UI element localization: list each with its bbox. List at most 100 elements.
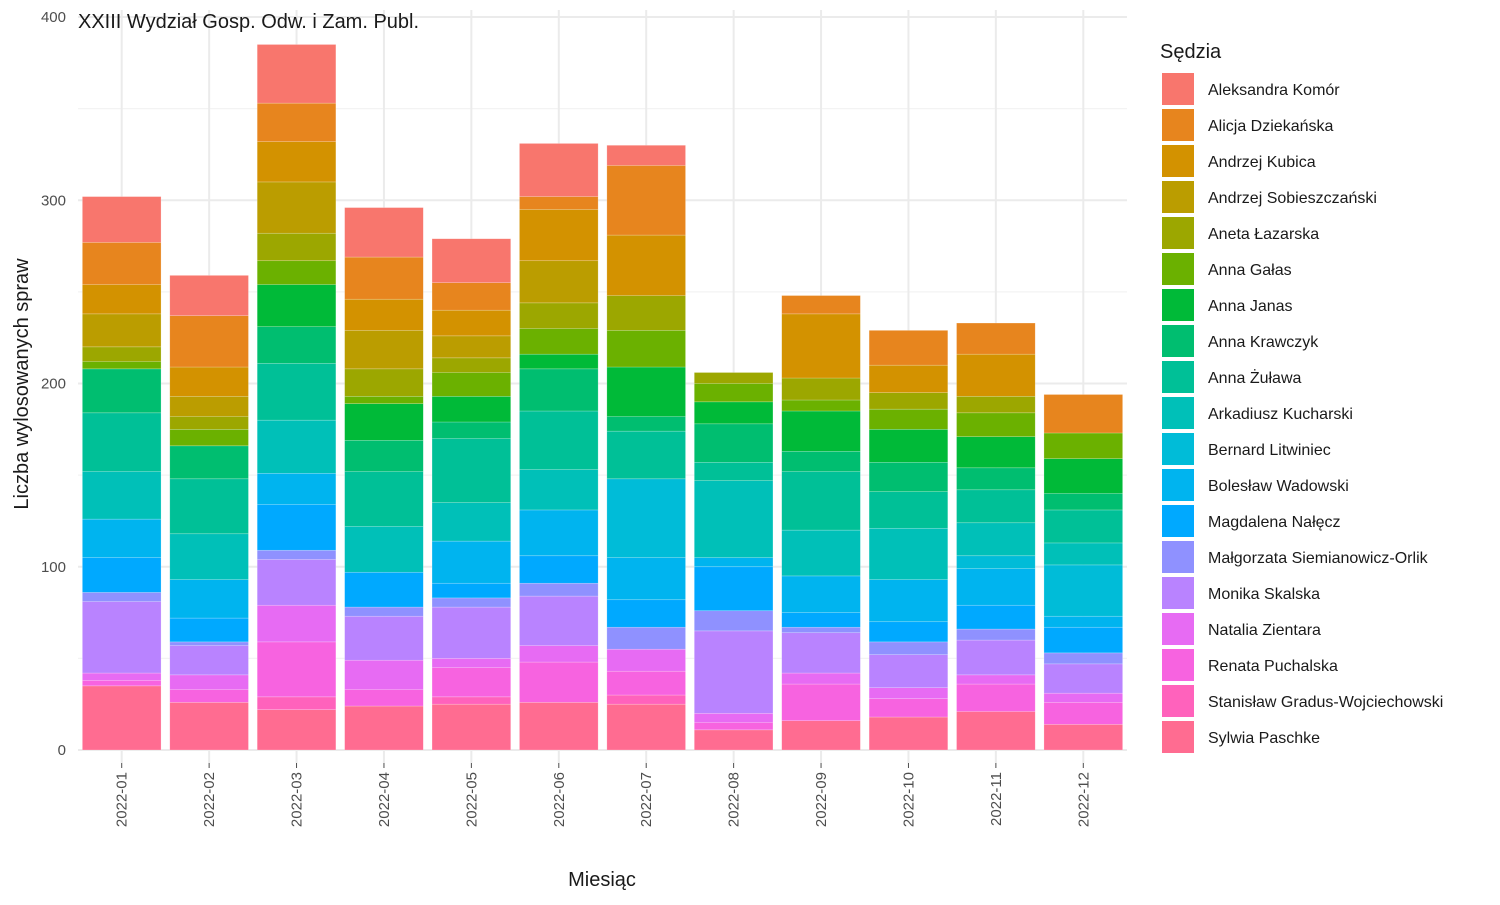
bar-segment (256, 549, 337, 560)
bar-segment (169, 617, 249, 643)
bar-segment (82, 196, 162, 243)
bar-segment (781, 295, 861, 315)
bar-segment (693, 729, 774, 751)
bar-segment (519, 645, 599, 663)
bar-segment (1043, 692, 1123, 703)
bar-segment (169, 416, 249, 430)
bar-segment (956, 522, 1036, 557)
bar-segment (868, 579, 949, 623)
legend: Sędzia Aleksandra Komór Alicja Dziekańska… (1160, 41, 1443, 753)
bar-segment (781, 377, 861, 401)
bar-segment (256, 102, 337, 142)
x-tick-label: 2022-05 (463, 772, 480, 827)
legend-key (1162, 109, 1194, 141)
legend-key (1162, 361, 1194, 393)
bar-segment (1043, 724, 1123, 751)
bar-segment (169, 366, 249, 397)
y-tick-label: 200 (41, 376, 66, 393)
bar-segment (169, 429, 249, 447)
bar-segment (82, 471, 162, 520)
bar-segment (956, 436, 1036, 469)
bar-segment (169, 579, 249, 619)
bar-segment (606, 478, 686, 558)
bar-segment (344, 298, 424, 331)
x-tick-label: 2022-01 (114, 772, 131, 827)
bar-segment (519, 410, 599, 470)
bar-segment (519, 555, 599, 584)
bar-segment (956, 467, 1036, 491)
bar-segment (781, 612, 861, 628)
bar-segment (519, 661, 599, 703)
bar-segment (1043, 509, 1123, 544)
bar-segment (781, 471, 861, 531)
bar-segment (781, 410, 861, 452)
bar-segment (519, 353, 599, 370)
bar-segment (1043, 458, 1123, 494)
bar-segment (431, 696, 512, 705)
bar-segment (256, 363, 337, 421)
legend-label: Natalia Zientara (1208, 622, 1321, 639)
legend-key (1162, 541, 1194, 573)
bar-segment (431, 703, 512, 751)
bar-segment (256, 141, 337, 183)
bar-segment (606, 144, 686, 166)
bar-segment (956, 604, 1036, 630)
bar-segment (82, 346, 162, 362)
bar-segment (606, 416, 686, 432)
bar-segment (693, 423, 774, 463)
bar-segment (606, 670, 686, 696)
bar-segment (169, 445, 249, 480)
bar-segment (781, 529, 861, 577)
bar-segment (169, 674, 249, 690)
bar-segment (431, 309, 512, 337)
bar-segment (781, 451, 861, 472)
bar-segment (519, 143, 599, 197)
bar-segment (431, 335, 512, 359)
legend-key (1162, 145, 1194, 177)
bar-segment (344, 396, 424, 404)
x-axis-label: Miesiąc (568, 869, 636, 891)
legend-label: Andrzej Kubica (1208, 154, 1316, 171)
bar-segment (256, 284, 337, 327)
bar-segment (519, 209, 599, 262)
bar-segment (606, 430, 686, 480)
bar-segment (169, 645, 249, 676)
bar-segment (868, 527, 949, 580)
bar-segment (606, 648, 686, 672)
bar-segment (1043, 615, 1123, 628)
bar-segment (519, 469, 599, 511)
bar-segment (693, 480, 774, 558)
bar-segment (519, 368, 599, 412)
bar-segment (431, 238, 512, 284)
bar-segment (256, 709, 337, 751)
bar-segment (868, 429, 949, 463)
legend-key (1162, 325, 1194, 357)
bar-segment (606, 165, 686, 236)
bar-segment (1043, 394, 1123, 434)
bar-segment (431, 667, 512, 698)
bar-segment (256, 44, 337, 104)
x-tick-label: 2022-11 (988, 772, 1005, 826)
legend-key (1162, 289, 1194, 321)
legend-label: Andrzej Sobieszczański (1208, 190, 1377, 207)
bar-segment (606, 626, 686, 650)
legend-key (1162, 721, 1194, 753)
bar-segment (344, 471, 424, 527)
bar-segment (431, 421, 512, 439)
bar-segment (431, 502, 512, 542)
bar-segment (693, 630, 774, 714)
legend-label: Anna Żuława (1208, 368, 1301, 387)
bar-segment (693, 610, 774, 632)
x-tick-label: 2022-07 (638, 772, 655, 827)
bar-segment (1043, 626, 1123, 654)
bar-segment (169, 689, 249, 703)
bar-segment (1043, 493, 1123, 511)
bar-segment (431, 282, 512, 311)
legend-key (1162, 433, 1194, 465)
chart-title: XXIII Wydział Gosp. Odw. i Zam. Publ. (78, 11, 419, 33)
y-tick-label: 300 (41, 192, 66, 209)
bar-segment (693, 722, 774, 731)
x-tick-label: 2022-03 (289, 772, 306, 827)
legend-label: Anna Krawczyk (1208, 334, 1319, 351)
x-tick-label: 2022-04 (376, 772, 393, 827)
